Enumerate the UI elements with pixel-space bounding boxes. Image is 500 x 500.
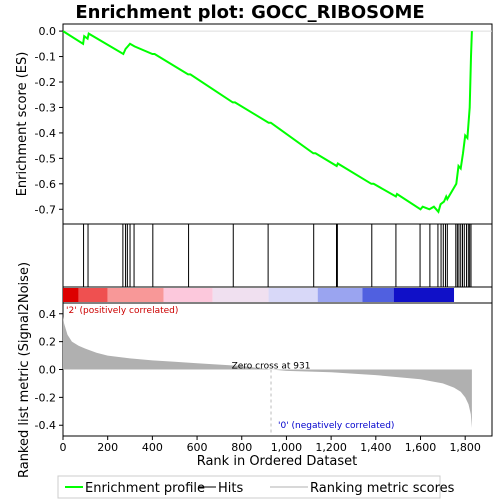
es-y-tick-label: -0.5 [35, 152, 56, 165]
es-y-tick-label: -0.4 [35, 127, 56, 140]
heat-segment [268, 288, 318, 302]
heat-segment [107, 288, 164, 302]
x-tick-label: 400 [142, 441, 163, 454]
metric-y-tick-label: 0.0 [39, 364, 57, 377]
es-y-tick-label: 0.0 [39, 25, 57, 38]
zero-cross-label: Zero cross at 931 [232, 362, 311, 372]
metric-y-tick-label: 0.2 [39, 336, 57, 349]
metric-y-axis-label: Ranked list metric (Signal2Noise) [17, 262, 32, 478]
heat-segment [63, 288, 79, 302]
x-axis: 0 200 400 600 800 1,000 1,200 1,400 1,600 1,800 [60, 436, 481, 454]
x-tick-label: 1,600 [405, 441, 437, 454]
metric-y-tick-label: -0.4 [35, 419, 56, 432]
es-y-axis-label: Enrichment score (ES) [15, 52, 30, 197]
legend: Enrichment profile Hits Ranking metric sco… [65, 481, 455, 496]
ranking-metric-area-fill [63, 316, 472, 428]
legend-hits-label: Hits [218, 481, 243, 496]
x-tick-label: 0 [60, 441, 67, 454]
es-y-tick-label: -0.1 [35, 51, 56, 64]
positive-correlation-label: '2' (positively correlated) [66, 306, 178, 316]
legend-enrichment-profile-label: Enrichment profile [85, 481, 205, 496]
x-tick-label: 1,800 [449, 441, 481, 454]
heat-segment [317, 288, 363, 302]
legend-ranking-metric-scores-label: Ranking metric scores [310, 481, 455, 496]
es-y-tick-label: -0.6 [35, 178, 56, 191]
es-y-tick-label: -0.3 [35, 101, 56, 114]
x-axis-label: Rank in Ordered Dataset [197, 454, 358, 469]
heat-segment [393, 288, 455, 302]
negative-correlation-label: '0' (negatively correlated) [278, 421, 394, 431]
x-tick-label: 600 [187, 441, 208, 454]
x-tick-label: 1,200 [315, 441, 347, 454]
es-y-axis: 0.0 -0.1 -0.2 -0.3 -0.4 -0.5 -0.6 -0.7 [35, 25, 63, 216]
metric-y-tick-label: -0.2 [35, 391, 56, 404]
metric-y-axis: 0.4 0.2 0.0 -0.2 -0.4 [35, 308, 63, 432]
heat-segment [362, 288, 394, 302]
heat-segment [212, 288, 269, 302]
es-y-tick-label: -0.2 [35, 76, 56, 89]
x-tick-label: 200 [97, 441, 118, 454]
x-tick-label: 800 [231, 441, 252, 454]
x-tick-label: 1,000 [271, 441, 303, 454]
chart-title: Enrichment plot: GOCC_RIBOSOME [75, 2, 424, 23]
metric-y-tick-label: 0.4 [39, 308, 57, 321]
ranking-metric-area [63, 316, 472, 428]
enrichment-profile-line [62, 30, 473, 214]
es-panel-frame [62, 23, 493, 225]
es-y-tick-label: -0.7 [35, 203, 56, 216]
ranked-list-heat-stripe [63, 288, 455, 302]
heat-segment [163, 288, 213, 302]
heat-segment [78, 288, 108, 302]
x-tick-label: 1,400 [360, 441, 392, 454]
legend-box [57, 475, 441, 499]
hits-markers [83, 224, 472, 287]
